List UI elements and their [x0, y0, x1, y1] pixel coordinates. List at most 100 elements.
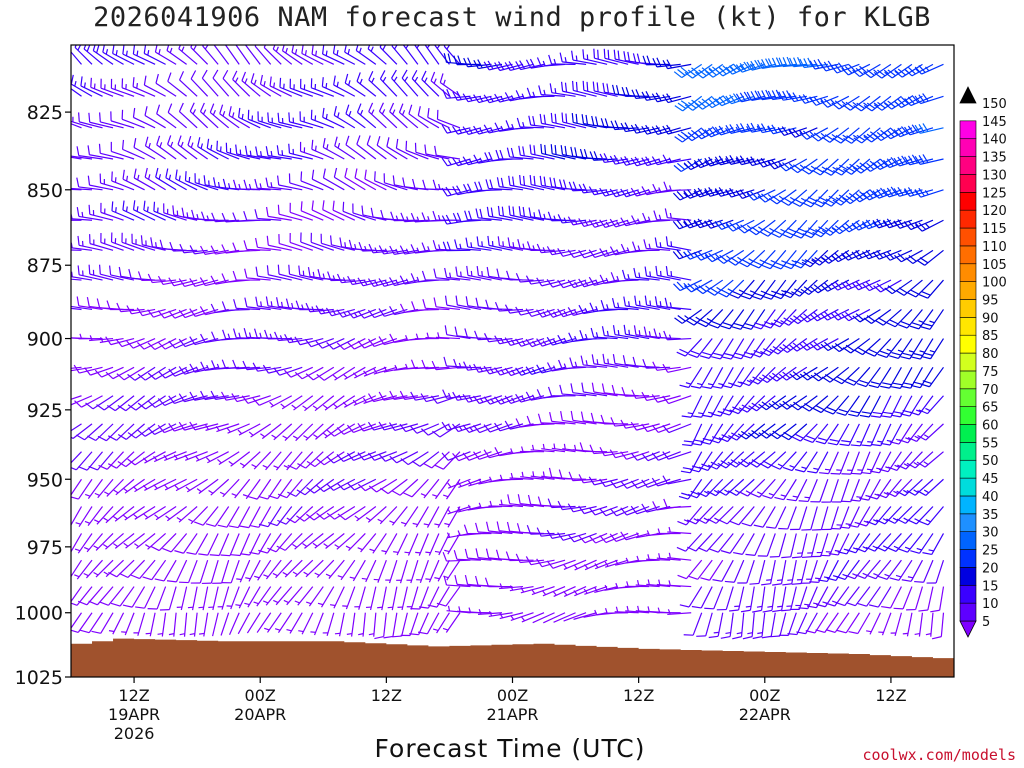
- barb-half: [727, 288, 733, 292]
- barb-staff: [289, 241, 313, 251]
- wind-barb: [474, 330, 503, 341]
- barb-full: [157, 275, 164, 285]
- wind-barb: [313, 423, 335, 440]
- barb-staff: [750, 506, 766, 527]
- barb-staff: [71, 478, 83, 496]
- barb-full: [743, 61, 751, 70]
- barb-full: [356, 72, 361, 82]
- barb-half: [401, 109, 406, 116]
- barb-staff: [790, 279, 808, 299]
- barb-staff: [692, 612, 703, 636]
- wind-barb: [71, 366, 82, 369]
- wind-barb: [401, 69, 419, 97]
- barb-half: [511, 397, 516, 403]
- barb-full: [427, 107, 430, 118]
- barb-full: [622, 355, 626, 365]
- wind-barb: [276, 145, 303, 160]
- barb-staff: [242, 451, 261, 469]
- barb-full: [391, 69, 397, 79]
- wind-barb: [342, 366, 366, 380]
- barb-staff: [532, 612, 555, 624]
- wind-barb: [663, 498, 692, 509]
- wind-barb: [159, 239, 187, 251]
- barb-staff: [79, 366, 103, 374]
- barb-staff: [110, 337, 135, 346]
- barb-full: [738, 261, 748, 268]
- barb-half: [404, 551, 410, 554]
- barb-full: [536, 338, 543, 347]
- barb-full: [78, 112, 80, 122]
- wind-barb: [747, 423, 776, 439]
- barb-half: [163, 484, 169, 489]
- barb-half: [381, 550, 387, 553]
- wind-barb: [244, 586, 261, 608]
- barb-full: [536, 277, 543, 287]
- barb-half: [668, 526, 671, 533]
- barb-staff: [134, 451, 156, 466]
- barb-staff: [667, 531, 692, 535]
- barb-full: [142, 576, 152, 581]
- barb-full: [348, 239, 353, 250]
- barb-full: [599, 534, 607, 543]
- barb-half: [658, 187, 662, 193]
- wind-barb: [750, 478, 776, 498]
- wind-barb: [770, 612, 787, 638]
- barb-staff: [415, 395, 440, 401]
- wind-barb: [520, 612, 545, 623]
- wind-barb: [300, 171, 324, 191]
- barb-staff: [213, 45, 230, 65]
- barb-full: [761, 324, 771, 329]
- barb-half: [282, 571, 288, 576]
- barb-staff: [431, 451, 450, 469]
- wind-barb: [113, 533, 135, 549]
- barb-full: [599, 508, 607, 517]
- barb-half: [626, 247, 630, 253]
- barb-full: [455, 266, 458, 277]
- barb-half: [596, 359, 599, 365]
- barb-half: [804, 496, 810, 499]
- wind-barb: [273, 586, 293, 606]
- barb-half: [489, 96, 494, 102]
- barb-full: [630, 505, 638, 515]
- barb-full: [665, 266, 669, 276]
- wind-barb: [286, 506, 314, 524]
- barb-full: [792, 164, 802, 171]
- barb-full: [732, 636, 742, 640]
- wind-barb: [693, 187, 723, 198]
- wind-barb: [295, 300, 324, 311]
- barb-full: [77, 235, 80, 246]
- wind-barb: [357, 337, 387, 349]
- barb-full: [483, 61, 490, 71]
- wind-barb: [463, 361, 492, 371]
- barb-staff: [77, 533, 93, 554]
- wind-barb: [769, 533, 787, 558]
- barb-full: [740, 224, 749, 232]
- barb-full: [178, 366, 186, 375]
- wind-barb: [425, 559, 440, 583]
- wind-barb: [126, 305, 156, 315]
- wind-barb: [422, 299, 450, 311]
- wind-barb: [792, 219, 818, 239]
- barb-half: [736, 632, 743, 635]
- barb-full: [144, 136, 149, 147]
- wind-barb: [147, 273, 177, 284]
- barb-staff: [520, 183, 545, 191]
- wind-barb: [165, 506, 187, 522]
- barb-full: [473, 59, 479, 69]
- barb-staff: [593, 391, 618, 397]
- barb-full: [71, 74, 74, 85]
- barb-staff: [573, 249, 597, 258]
- wind-barb: [725, 63, 755, 75]
- wind-barb: [133, 168, 156, 191]
- barb-staff: [363, 308, 387, 319]
- wind-barb: [679, 366, 703, 389]
- barb-half: [383, 366, 388, 372]
- barb-staff: [353, 451, 377, 461]
- barb-half: [468, 607, 472, 613]
- barb-half: [683, 221, 688, 227]
- wind-barb: [317, 586, 335, 608]
- wind-barb: [614, 606, 639, 614]
- barb-full: [711, 436, 722, 441]
- barb-staff: [313, 612, 324, 636]
- wind-barb: [538, 209, 566, 221]
